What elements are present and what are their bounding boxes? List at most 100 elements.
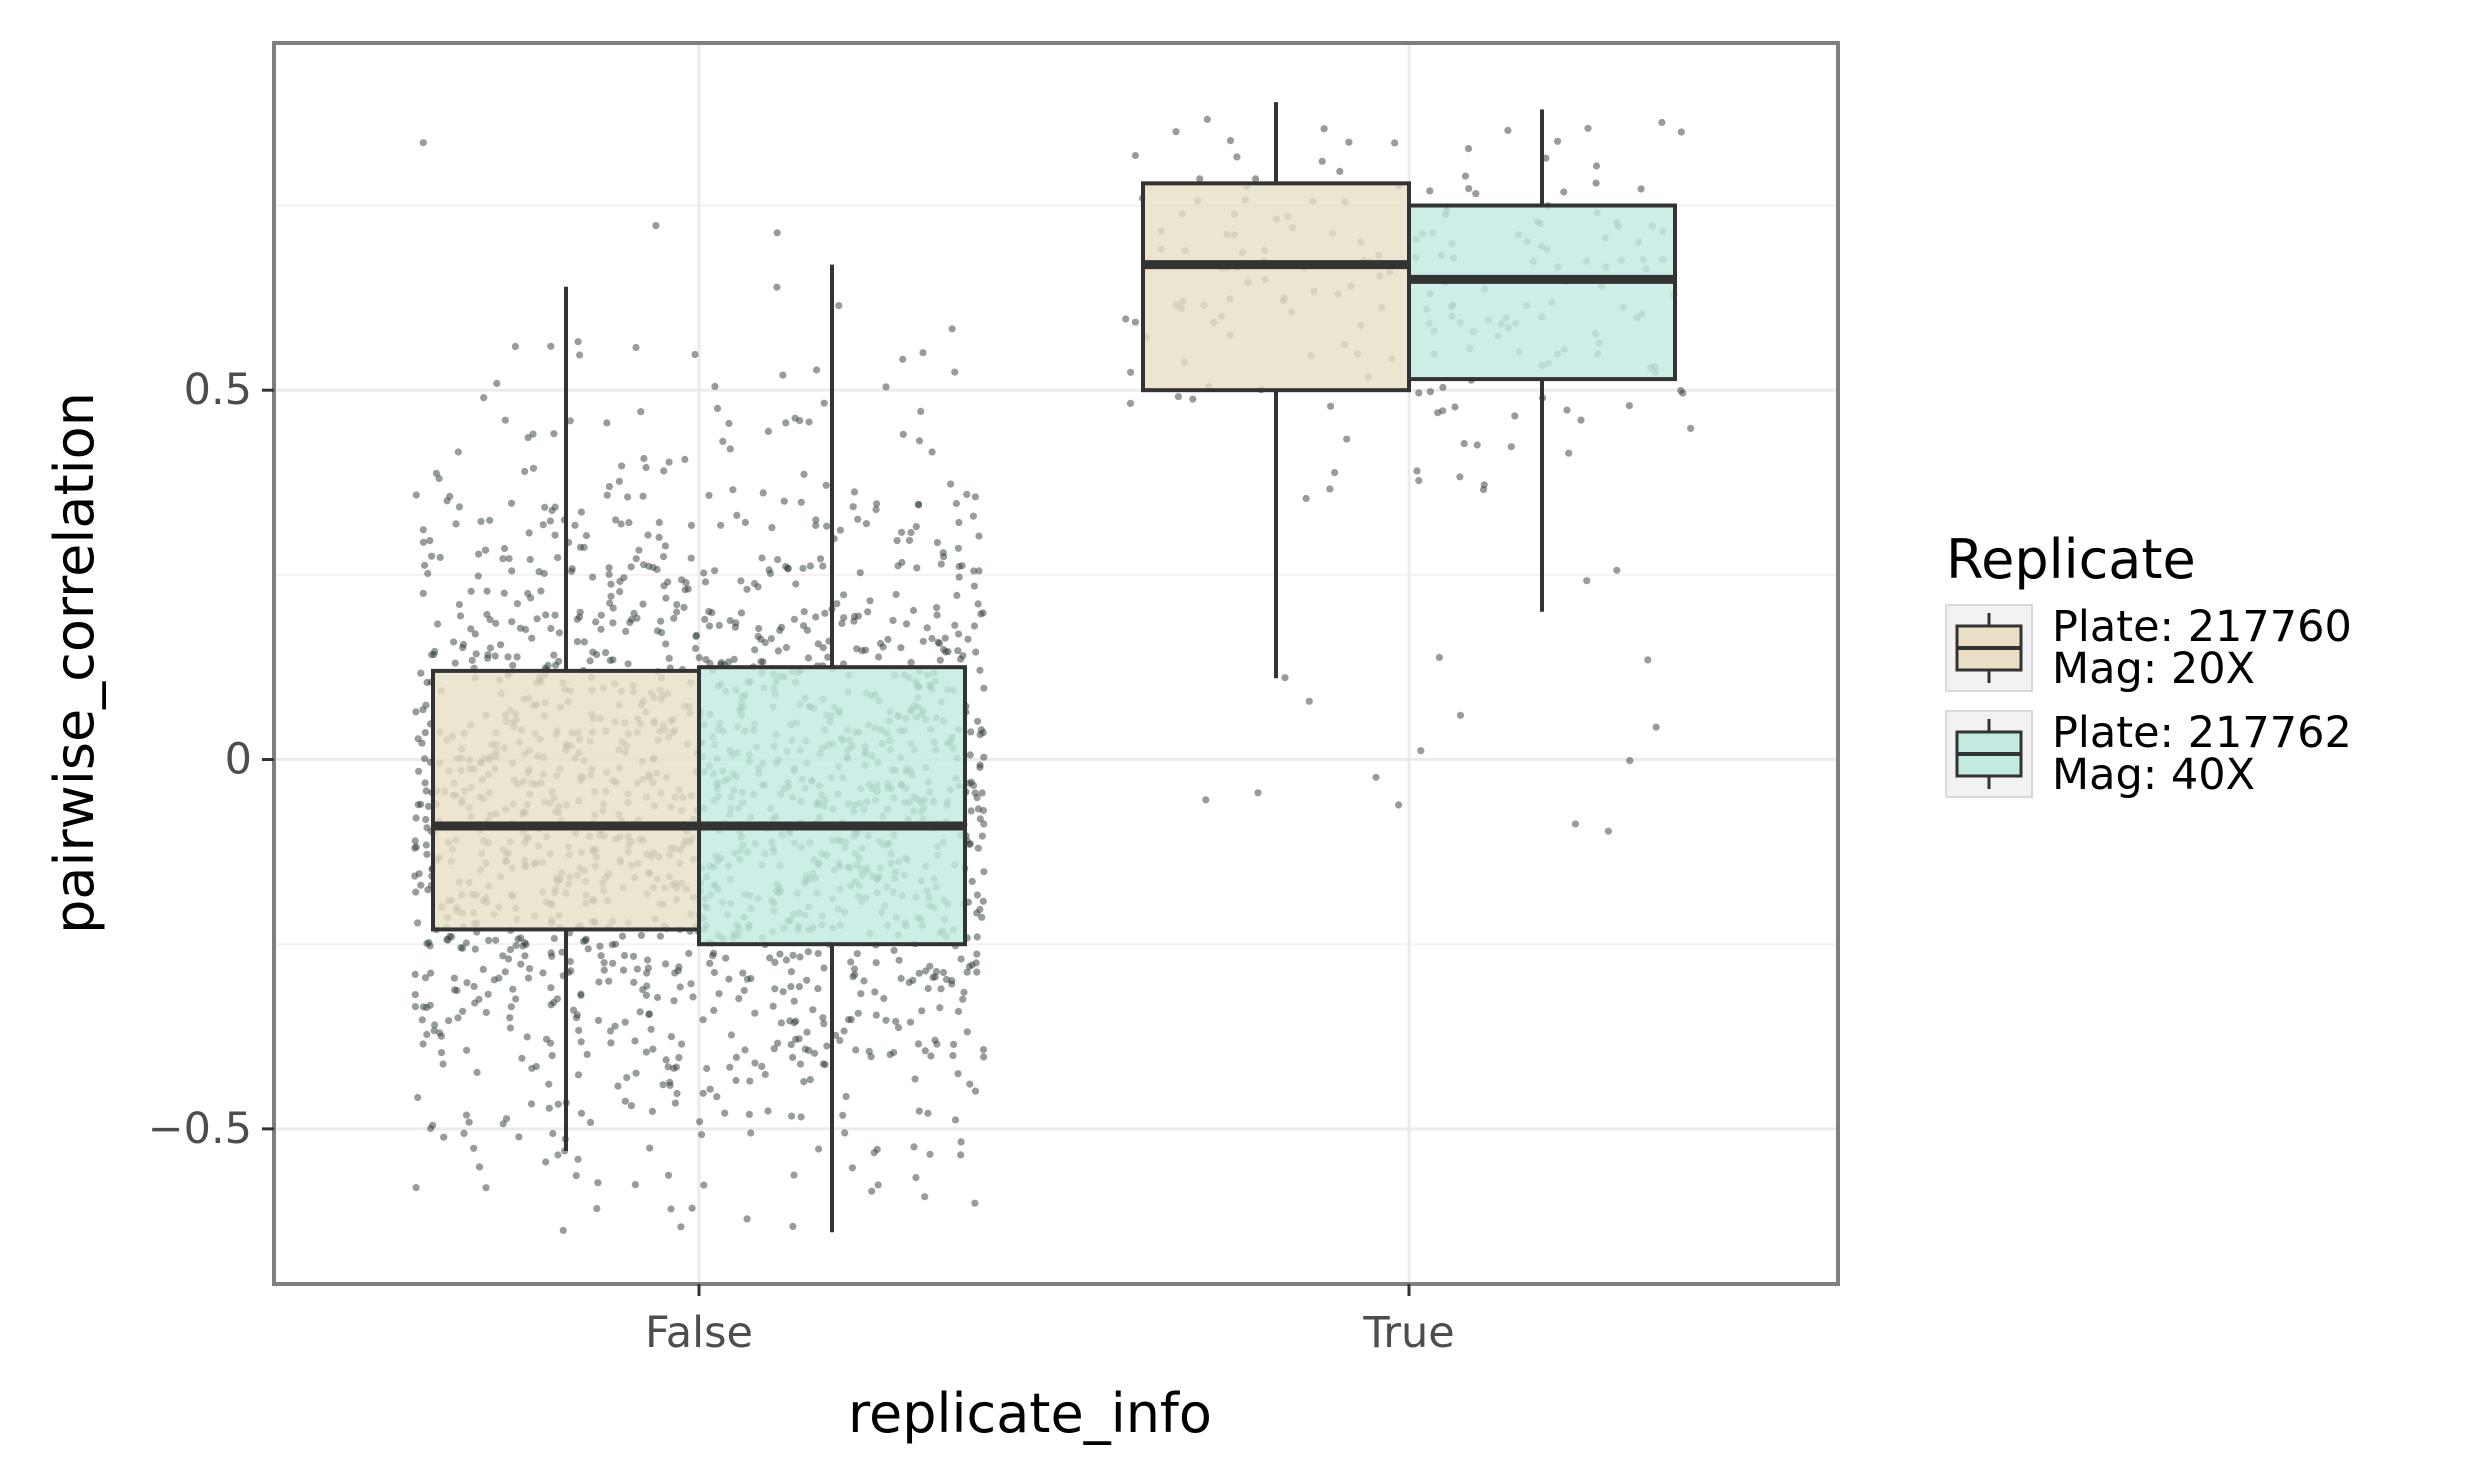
data-point [662, 594, 670, 602]
data-point [567, 967, 575, 975]
data-point [819, 1014, 827, 1022]
data-point [746, 1077, 754, 1085]
data-point [789, 951, 797, 959]
data-point [913, 564, 921, 572]
data-point [819, 1060, 828, 1068]
data-point [609, 604, 617, 612]
data-point [672, 1063, 681, 1071]
data-point [475, 1163, 484, 1171]
data-point [758, 554, 766, 562]
data-point [491, 652, 499, 660]
data-point [949, 1052, 957, 1060]
data-point [782, 956, 791, 964]
data-point [771, 958, 779, 967]
data-point [1637, 185, 1645, 193]
data-point [444, 936, 452, 944]
data-point [912, 523, 920, 531]
data-point [508, 618, 516, 626]
data-point [710, 968, 719, 977]
data-point [423, 678, 431, 687]
data-point [732, 1053, 741, 1061]
data-point [626, 618, 634, 627]
data-point [713, 404, 722, 412]
data-point [761, 1070, 769, 1079]
data-point [463, 1046, 471, 1054]
data-point [1571, 820, 1579, 828]
data-point [516, 624, 525, 632]
data-point [586, 1118, 595, 1126]
data-point [1174, 393, 1182, 401]
data-point [611, 1022, 619, 1030]
data-point [504, 955, 513, 963]
data-point [533, 615, 541, 623]
data-point [1391, 139, 1399, 147]
data-point [670, 997, 678, 1005]
data-point [480, 394, 488, 402]
data-point [1415, 477, 1423, 485]
data-point [609, 619, 617, 627]
data-point [973, 950, 981, 958]
data-point [782, 419, 790, 427]
data-point [427, 969, 435, 977]
data-point [963, 968, 971, 976]
data-point [1511, 412, 1519, 420]
data-point [600, 966, 608, 974]
data-point [473, 1068, 481, 1076]
data-point [412, 708, 420, 716]
data-point [414, 735, 422, 743]
data-point [950, 1040, 958, 1048]
data-point [576, 351, 584, 359]
data-point [548, 1052, 556, 1060]
data-point [680, 603, 688, 612]
data-point [971, 493, 980, 501]
data-point [1592, 179, 1600, 187]
data-point [462, 939, 470, 947]
data-point [968, 961, 976, 969]
data-point [670, 614, 678, 622]
data-point [726, 617, 734, 625]
data-point [589, 573, 597, 581]
data-point [954, 544, 963, 552]
box-iqr [1141, 181, 1411, 393]
data-point [583, 1050, 591, 1058]
data-point [730, 655, 738, 664]
y-tick-label: 0 [225, 735, 252, 785]
data-point [780, 497, 788, 505]
data-point [821, 609, 829, 617]
data-point [639, 986, 647, 994]
data-point [767, 635, 776, 643]
data-point [975, 532, 983, 540]
data-point [529, 464, 538, 472]
data-point [606, 1027, 615, 1035]
data-point [492, 936, 500, 944]
data-point [743, 585, 751, 593]
data-point [1456, 473, 1464, 481]
data-point [1456, 711, 1465, 719]
data-point [602, 649, 610, 657]
data-point [495, 974, 503, 982]
data-point [966, 1080, 974, 1088]
data-point [976, 763, 984, 772]
data-point [424, 802, 433, 811]
data-point [479, 965, 487, 974]
data-point [597, 952, 605, 960]
data-point [921, 1193, 929, 1201]
data-point [695, 654, 703, 662]
data-point [800, 608, 808, 616]
data-point [965, 840, 974, 848]
data-point [918, 1007, 926, 1015]
data-point [747, 974, 755, 983]
data-point [801, 1045, 809, 1053]
data-point [419, 1040, 427, 1048]
data-point [653, 993, 662, 1002]
data-point [759, 658, 767, 666]
data-point [673, 601, 681, 609]
data-point [414, 1093, 422, 1102]
data-point [470, 982, 478, 991]
data-point [740, 986, 748, 995]
panel-border [272, 41, 1840, 1286]
data-point [787, 968, 796, 976]
data-point [606, 599, 614, 607]
data-point [1565, 449, 1573, 457]
